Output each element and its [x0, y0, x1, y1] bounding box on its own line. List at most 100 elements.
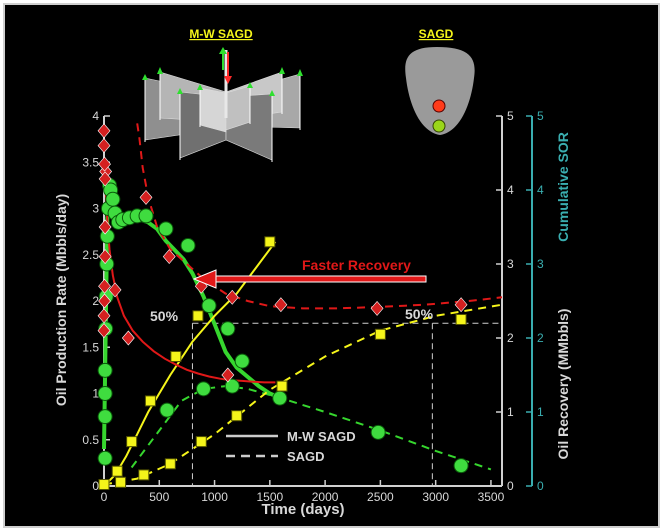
m-w-sagd-oil-production-rate-marker — [97, 386, 113, 401]
m-w-sagd-oil-production-rate-marker — [97, 362, 113, 378]
x-tick-label: 1500 — [256, 490, 283, 504]
m-w-sagd-cumulative-sor-marker — [97, 308, 111, 324]
m-w-sagd-oil-production-rate-marker — [234, 353, 250, 369]
left-tick-label: 2.5 — [82, 248, 99, 262]
left-tick-label: 1 — [92, 387, 99, 401]
left-tick-label: 0.5 — [82, 433, 99, 447]
x-tick-label: 1000 — [201, 490, 228, 504]
marker-layer — [97, 123, 469, 491]
m-w-sagd-cumulative-sor-marker — [121, 330, 135, 346]
sagd-cumulative-sor-marker — [225, 289, 239, 305]
m-w-sagd-cumulative-sor-marker — [221, 367, 235, 383]
sagd-cumulative-sor-marker — [98, 156, 111, 172]
m-w-sagd-cumulative-sor-marker — [97, 323, 111, 339]
m-w-sagd-oil-recovery-marker — [192, 310, 204, 322]
x-tick-label: 2000 — [312, 490, 339, 504]
sagd-oil-recovery-marker — [164, 458, 176, 470]
m-w-sagd-cumulative-sor-marker — [98, 219, 112, 235]
left-tick-label: 3.5 — [82, 155, 99, 169]
sagd-chamber-diagram: SAGD — [405, 27, 475, 135]
right-tick-label-recovery: 4 — [507, 183, 514, 197]
left-tick-label: 1.5 — [82, 340, 99, 354]
m-w-sagd-oil-production-rate-marker — [158, 221, 174, 237]
right-tick-label-sor: 1 — [537, 405, 544, 419]
inset-label-sagd: SAGD — [419, 27, 454, 41]
sagd-oil-recovery-marker — [115, 476, 127, 488]
right-axis-title-sor: Cumulative SOR — [555, 132, 571, 242]
m-w-sagd-oil-production-rate-marker — [97, 409, 113, 425]
faster-recovery-arrow-head — [192, 269, 217, 289]
m-w-sagd-oil-recovery-marker — [144, 395, 156, 407]
m-w-sagd-oil-production-rate-marker — [220, 321, 236, 337]
faster-recovery-label: Faster Recovery — [302, 257, 411, 273]
right-tick-label-sor: 3 — [537, 257, 544, 271]
m-w-sagd-cumulative-sor-line — [104, 189, 276, 384]
m-w-sagd-oil-production-rate-marker — [201, 298, 217, 314]
inset-label-mw-sagd: M-W SAGD — [189, 27, 253, 41]
m-w-sagd-oil-recovery-marker — [170, 351, 182, 362]
sagd-cumulative-sor-marker — [370, 300, 384, 316]
right-tick-label-recovery: 2 — [507, 331, 514, 345]
m-w-sagd-oil-recovery-marker — [111, 465, 123, 477]
sagd-cumulative-sor-marker — [98, 171, 112, 187]
m-w-sagd-oil-recovery-line — [103, 241, 277, 487]
m-w-sagd-oil-production-rate-marker — [138, 208, 154, 224]
sagd-oil-recovery-marker — [195, 436, 207, 448]
m-w-sagd-oil-recovery-marker — [264, 236, 276, 248]
sagd-oil-production-rate-marker — [224, 378, 240, 394]
x-tick-label: 3500 — [478, 490, 505, 504]
m-w-sagd-cumulative-sor-marker — [98, 249, 112, 265]
right-axis-title-recovery: Oil Recovery (MMbbls) — [555, 309, 571, 460]
left-tick-label: 3 — [92, 202, 99, 216]
reference-lines — [191, 322, 502, 486]
right-tick-label-sor: 5 — [537, 109, 544, 123]
half-recovery-label-sagd: 50% — [405, 306, 434, 322]
sagd-oil-recovery-marker — [455, 314, 467, 325]
sagd-oil-production-rate-marker — [453, 458, 469, 474]
sagd-cumulative-sor-marker — [454, 297, 468, 313]
right-tick-label-recovery: 1 — [507, 405, 514, 419]
m-w-sagd-oil-production-rate-marker — [105, 191, 121, 207]
half-recovery-label-mw: 50% — [150, 308, 179, 324]
left-tick-label: 0 — [92, 479, 99, 493]
sagd-cumulative-sor-marker — [162, 249, 176, 265]
producer-well-dot — [432, 119, 446, 133]
sagd-cumulative-sor-line — [136, 123, 503, 310]
m-w-sagd-oil-production-rate-marker — [180, 238, 196, 253]
legend-label-sagd: SAGD — [287, 449, 325, 464]
x-tick-label: 3000 — [422, 490, 449, 504]
sagd-cumulative-sor-marker — [97, 123, 111, 139]
m-w-sagd-oil-production-rate-marker — [97, 450, 113, 466]
x-axis-title: Time (days) — [261, 501, 344, 518]
x-tick-label: 500 — [149, 490, 169, 504]
right-tick-label-sor: 2 — [537, 331, 544, 345]
sagd-oil-production-rate-marker — [159, 402, 175, 418]
m-w-sagd-cumulative-sor-marker — [98, 293, 111, 309]
left-axis-title: Oil Production Rate (Mbbls/day) — [53, 194, 69, 406]
sagd-oil-recovery-marker — [98, 479, 110, 491]
left-tick-label: 4 — [92, 109, 99, 123]
sagd-oil-production-rate-marker — [370, 424, 386, 440]
tick-layer: 0 500 1000 1500 2000 2500 3000 3500 0 0.5 1 1.5 2 2.5… — [82, 109, 544, 504]
steam-chamber-shape — [405, 47, 475, 135]
m-w-sagd-oil-recovery-marker — [126, 436, 138, 448]
mw-sagd-well-diagram: M-W SAGD — [142, 27, 303, 162]
m-w-sagd-cumulative-sor-marker — [108, 282, 122, 298]
legend-label-mw-sagd: M-W SAGD — [287, 429, 356, 444]
right-tick-label-sor: 4 — [537, 183, 544, 197]
right-tick-label-sor: 0 — [537, 479, 544, 493]
x-tick-label: 0 — [101, 490, 108, 504]
sagd-cumulative-sor-marker — [274, 297, 288, 313]
faster-recovery-arrow-shaft — [211, 275, 427, 283]
injector-well-dot — [432, 99, 446, 113]
sagd-oil-recovery-marker — [276, 380, 288, 392]
left-tick-label: 2 — [92, 294, 99, 308]
m-w-sagd-oil-production-rate-marker — [272, 390, 288, 406]
m-w-sagd-cumulative-sor-marker — [98, 278, 111, 294]
right-tick-label-recovery: 5 — [507, 109, 514, 123]
sagd-cumulative-sor-marker — [97, 138, 111, 154]
sagd-oil-production-rate-marker — [196, 381, 211, 397]
x-tick-label: 2500 — [367, 490, 394, 504]
sagd-cumulative-sor-marker — [139, 189, 153, 205]
